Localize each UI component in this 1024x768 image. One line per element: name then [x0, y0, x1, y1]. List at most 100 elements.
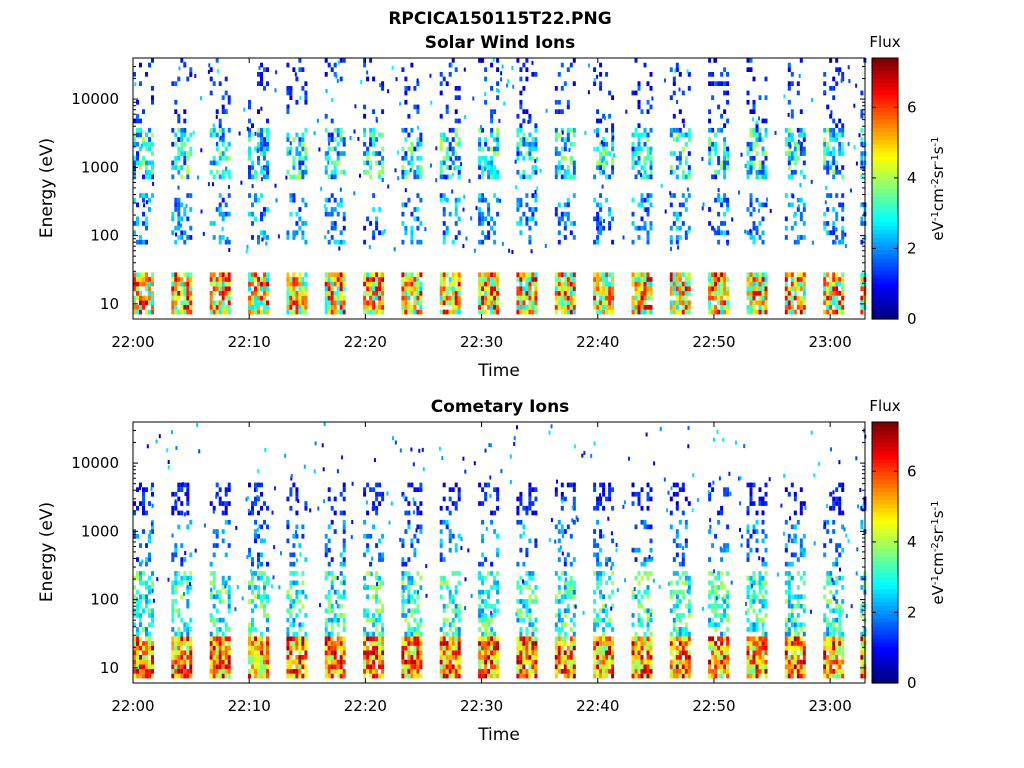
flux-cell — [451, 281, 455, 287]
flux-cell — [186, 650, 190, 656]
flux-cell — [640, 277, 644, 282]
flux-cell — [142, 197, 145, 203]
flux-cell — [199, 96, 202, 101]
flux-cell — [631, 165, 635, 170]
flux-cell — [714, 151, 718, 156]
flux-cell — [218, 277, 222, 282]
flux-cell — [248, 118, 251, 124]
flux-cell — [746, 295, 750, 301]
flux-cell — [189, 151, 193, 156]
flux-cell — [528, 309, 532, 315]
flux-cell — [227, 239, 231, 245]
flux-cell — [761, 151, 765, 156]
flux-cell — [608, 211, 612, 217]
flux-cell — [451, 487, 455, 492]
flux-cell — [372, 109, 376, 114]
flux-cell — [145, 309, 148, 315]
flux-cell — [363, 487, 367, 492]
flux-cell — [295, 599, 299, 604]
flux-cell — [180, 617, 184, 623]
flux-cell — [266, 160, 269, 166]
flux-cell — [404, 169, 408, 175]
flux-cell — [221, 127, 225, 133]
flux-cell — [363, 309, 367, 315]
flux-cell — [218, 300, 222, 306]
flux-cell — [451, 636, 455, 642]
flux-cell — [257, 645, 260, 651]
flux-cell — [378, 281, 382, 287]
flux-cell — [530, 249, 533, 254]
flux-cell — [454, 165, 458, 170]
flux-cell — [593, 482, 597, 488]
flux-cell — [448, 286, 452, 292]
flux-cell — [637, 146, 641, 152]
flux-cell — [746, 207, 750, 212]
flux-cell — [493, 221, 497, 226]
flux-cell — [605, 197, 609, 203]
flux-cell — [534, 669, 538, 674]
flux-cell — [451, 127, 455, 133]
flux-cell — [646, 239, 650, 245]
flux-cell — [572, 291, 576, 296]
flux-cell — [260, 599, 263, 604]
flux-cell — [572, 557, 576, 562]
flux-cell — [298, 160, 302, 166]
flux-cell — [339, 510, 343, 516]
flux-cell — [439, 557, 443, 562]
flux-cell — [174, 81, 178, 86]
flux-cell — [823, 137, 827, 142]
flux-cell — [761, 216, 765, 222]
flux-cell — [672, 300, 676, 306]
flux-cell — [215, 482, 219, 488]
flux-cell — [142, 641, 145, 646]
flux-cell — [416, 137, 420, 142]
flux-cell — [327, 487, 331, 492]
flux-cell — [646, 309, 650, 315]
flux-cell — [640, 291, 644, 296]
flux-cell — [796, 81, 800, 86]
flux-cell — [596, 291, 600, 296]
flux-cell — [246, 244, 249, 249]
flux-cell — [681, 221, 685, 226]
flux-cell — [304, 155, 308, 161]
flux-cell — [572, 594, 576, 600]
flux-cell — [251, 636, 254, 642]
flux-cell — [637, 202, 641, 208]
flux-cell — [186, 524, 190, 530]
flux-cell — [534, 599, 538, 604]
flux-cell — [687, 137, 691, 142]
flux-cell — [711, 286, 715, 292]
flux-cell — [599, 221, 603, 226]
flux-cell — [557, 529, 561, 534]
flux-cell — [439, 137, 443, 142]
flux-cell — [439, 650, 443, 656]
flux-cell — [646, 197, 650, 203]
flux-cell — [672, 151, 676, 156]
flux-cell — [298, 659, 302, 665]
flux-cell — [330, 160, 334, 166]
flux-cell — [605, 673, 609, 679]
flux-cell — [401, 272, 405, 278]
flux-cell — [841, 141, 845, 147]
flux-cell — [177, 216, 181, 222]
flux-cell — [528, 613, 532, 618]
flux-cell — [599, 664, 603, 670]
flux-cell — [602, 272, 606, 278]
flux-cell — [563, 202, 567, 208]
flux-cell — [342, 295, 346, 301]
flux-cell — [445, 659, 449, 665]
flux-cell — [844, 244, 847, 249]
flux-cell — [381, 230, 385, 236]
flux-cell — [528, 113, 532, 119]
flux-cell — [407, 291, 411, 296]
flux-cell — [764, 295, 768, 301]
flux-cell — [301, 174, 305, 180]
flux-cell — [260, 561, 263, 567]
flux-cell — [834, 240, 837, 245]
flux-cell — [218, 496, 222, 502]
flux-cell — [569, 281, 573, 287]
flux-cell — [404, 617, 408, 623]
flux-cell — [563, 650, 567, 656]
flux-cell — [599, 594, 603, 600]
flux-cell — [445, 664, 449, 670]
